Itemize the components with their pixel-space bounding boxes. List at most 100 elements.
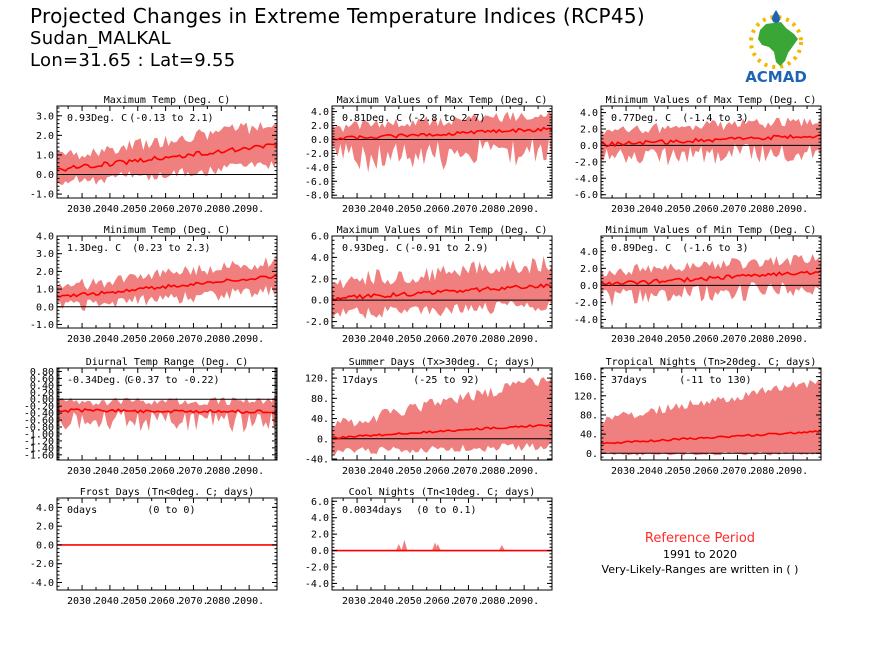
y-tick-label: -2.0 (305, 149, 329, 160)
x-tick-label: 2030. (67, 596, 97, 607)
y-tick-label: 0.0 (36, 540, 54, 551)
mean-change-label: 0.81Deg. C (342, 113, 402, 124)
range-label: (0 to 0) (147, 505, 195, 516)
mean-line (331, 283, 553, 302)
range-label: (-0.37 to -0.22) (123, 375, 219, 386)
plot-frame (331, 367, 553, 461)
y-tick-label: 0.0 (311, 296, 329, 307)
x-tick-label: 2090. (234, 204, 264, 215)
figure-title: Projected Changes in Extreme Temperature… (30, 4, 646, 28)
x-tick-label: 2060. (695, 334, 725, 345)
x-tick-label: 2050. (398, 466, 428, 477)
x-tick-label: 2080. (206, 596, 236, 607)
plot-frame (331, 105, 553, 199)
y-tick-label: 2.0 (311, 530, 329, 541)
x-tick-label: 2040. (639, 466, 669, 477)
x-tick-label: 2040. (95, 466, 125, 477)
y-tick-label: -2.0 (30, 559, 54, 570)
mean-line (600, 269, 822, 287)
y-tick-label: -1.20 (24, 436, 54, 447)
mean-change-label: 0days (67, 505, 97, 516)
range-band (601, 253, 821, 307)
y-tick-label: 0.0 (36, 302, 54, 313)
x-tick-label: 2080. (481, 204, 511, 215)
mean-change-label: 0.0034days (342, 505, 402, 516)
chart-panel: 0.800.600.400.200.00-0.20-0.40-0.60-0.80… (24, 357, 278, 477)
chart-panel: 4.0 2.0 0.0 -2.0 -4.0 2030.2040.2050.2060.207… (30, 487, 278, 607)
y-tick-label: 0.20 (30, 388, 54, 399)
y-tick-label: -4.0 (305, 163, 329, 174)
x-tick-label: 2070. (178, 204, 208, 215)
range-band (332, 256, 552, 319)
chart-panel: 4.0 2.0 0.0 -2.0 -4.0 -6.0 2030.2040.2050.2060… (574, 95, 822, 215)
mean-line (600, 429, 822, 445)
x-tick-label: 2030. (342, 204, 372, 215)
y-tick-label: 1.0 (36, 150, 54, 161)
logo-text: ACMAD (745, 68, 807, 86)
y-tick-label: 0.00 (30, 395, 54, 406)
range-label: (0.23 to 2.3) (132, 243, 210, 254)
x-tick-label: 2030. (342, 596, 372, 607)
mean-change-label: 0.93Deg. C (67, 113, 127, 124)
y-tick-label: 6.0 (311, 497, 329, 508)
range-label: (-1.4 to 3) (682, 113, 748, 124)
x-tick-label: 2090. (509, 334, 539, 345)
y-tick-label: 40. (311, 414, 329, 425)
y-tick-label: 2.0 (580, 125, 598, 136)
y-tick-label: -4.0 (574, 174, 598, 185)
y-tick-label: 4.0 (311, 253, 329, 264)
y-tick-label: -40. (305, 454, 329, 465)
y-tick-label: -2.0 (305, 563, 329, 574)
x-tick-label: 2090. (778, 466, 808, 477)
plot-frame (600, 367, 822, 461)
x-tick-label: 2070. (453, 596, 483, 607)
chart-title: Minimum Values of Max Temp (Deg. C) (606, 95, 817, 106)
x-tick-label: 2090. (234, 596, 264, 607)
y-tick-label: 2.0 (580, 264, 598, 275)
chart-title: Cool Nights (Tn<10deg. C; days) (349, 487, 536, 498)
y-tick-label: 4.0 (580, 247, 598, 258)
x-tick-label: 2040. (95, 334, 125, 345)
x-tick-label: 2070. (178, 334, 208, 345)
chart-title: Maximum Values of Max Temp (Deg. C) (337, 95, 548, 106)
x-tick-label: 2080. (206, 466, 236, 477)
y-tick-label: 160. (574, 372, 598, 383)
x-tick-label: 2080. (750, 334, 780, 345)
range-band (601, 379, 821, 456)
y-tick-label: 0.0 (311, 546, 329, 557)
y-tick-label: 2.0 (36, 267, 54, 278)
chart-panel: 160. 120. 80. 40. 0. 2030.2040.2050.2060.2070… (574, 357, 822, 477)
y-tick-label: -6.0 (305, 177, 329, 188)
x-tick-label: 2090. (778, 204, 808, 215)
y-tick-label: -4.0 (30, 578, 54, 589)
mean-change-label: -0.34Deg. C (67, 375, 133, 386)
y-tick-label: 4.0 (36, 232, 54, 243)
x-tick-label: 2090. (234, 466, 264, 477)
mean-line (331, 126, 553, 141)
x-tick-label: 2060. (151, 334, 181, 345)
x-tick-label: 2080. (481, 596, 511, 607)
x-tick-label: 2060. (151, 466, 181, 477)
x-tick-label: 2030. (611, 466, 641, 477)
y-tick-label: -0.20 (24, 402, 54, 413)
x-tick-label: 2070. (453, 204, 483, 215)
range-label: (-25 to 92) (413, 375, 479, 386)
station-coordinates: Lon=31.65 : Lat=9.55 (30, 50, 236, 71)
y-tick-label: 0.0 (580, 281, 598, 292)
reference-period: 1991 to 2020 (662, 548, 738, 561)
x-tick-label: 2050. (398, 334, 428, 345)
x-tick-label: 2060. (151, 596, 181, 607)
x-tick-label: 2090. (509, 466, 539, 477)
sun-rays-icon (749, 15, 803, 69)
y-tick-label: 2.0 (36, 131, 54, 142)
mean-change-label: 0.77Deg. C (611, 113, 671, 124)
range-label: (-0.91 to 2.9) (404, 243, 488, 254)
x-tick-label: 2070. (453, 466, 483, 477)
y-tick-label: 4.0 (311, 107, 329, 118)
x-tick-label: 2030. (342, 466, 372, 477)
spike-mark (395, 544, 402, 551)
y-tick-label: 6.0 (311, 232, 329, 243)
y-tick-label: -4.0 (305, 579, 329, 590)
y-tick-label: 2.0 (36, 522, 54, 533)
y-tick-label: -1.00 (24, 429, 54, 440)
